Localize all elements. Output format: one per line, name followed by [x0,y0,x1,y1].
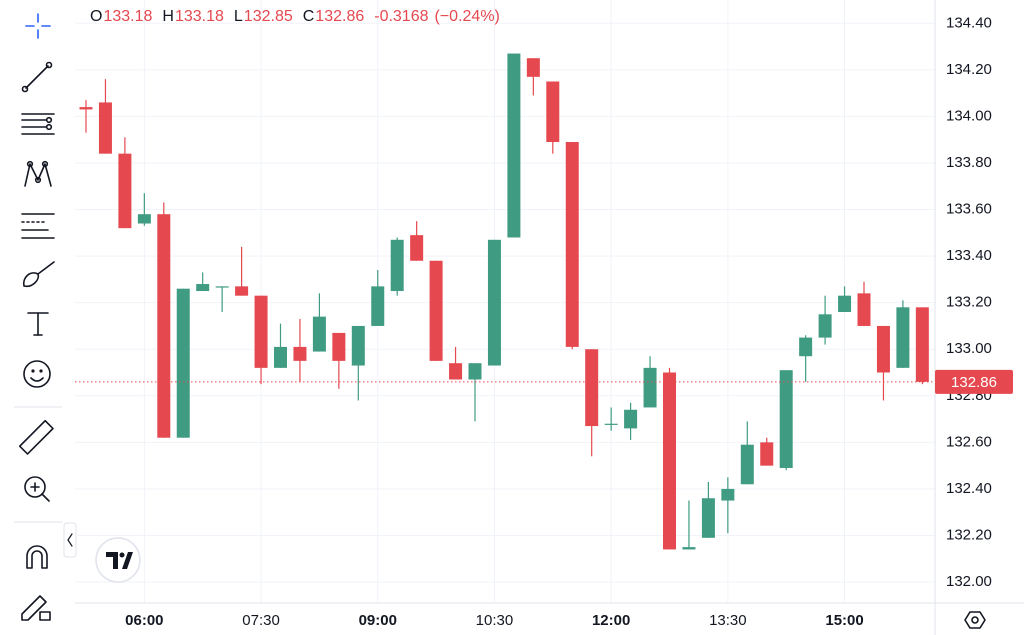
x-tick-label: 12:00 [592,612,630,629]
candle-body [487,239,501,366]
candle-body [701,498,715,538]
candle-body [876,325,890,373]
candle-body [604,423,618,425]
candle-body [118,153,132,229]
grid [75,0,935,603]
candle-body [799,337,813,357]
forecast-tool[interactable] [21,213,55,239]
x-tick-label: 13:30 [709,612,747,629]
candle-body [235,286,249,296]
legend-key: O [90,8,102,25]
magnet-tool[interactable] [26,545,48,569]
y-tick-label: 134.20 [946,61,992,78]
y-tick-label: 133.00 [946,340,992,357]
crosshair-tool[interactable] [25,13,51,39]
candle-body [176,288,190,438]
legend-value: 133.18 [103,8,152,25]
candle-body [98,102,112,154]
candle-body [857,293,871,326]
y-tick-label: 132.40 [946,480,992,497]
last-price-tag [935,369,1013,394]
candle-body [526,58,540,77]
candle-body [196,284,210,292]
legend-value: 132.86 [315,8,364,25]
last-price-label: 132.86 [951,374,997,391]
candle-body [585,349,599,427]
candle-body [137,214,151,224]
candle-body [546,81,560,143]
settings-button[interactable] [964,611,986,629]
candle-body [721,488,735,501]
candle-body [760,442,774,466]
legend-value: 132.85 [244,8,293,25]
candle-body [818,314,832,338]
candle-body [682,547,696,550]
candle-body [624,409,638,429]
candle-body [429,260,443,361]
candle-body [254,295,268,368]
zoom-tool[interactable] [24,476,50,502]
y-tick-label: 133.40 [946,247,992,264]
legend-key: C [303,8,315,25]
candle-body [449,363,463,380]
pattern-tool[interactable] [24,160,52,187]
x-tick-label: 06:00 [125,612,163,629]
candle-body [293,346,307,361]
candle-body [274,346,287,368]
y-tick-label: 133.20 [946,294,992,311]
candle-body [643,367,657,408]
y-tick-label: 133.80 [946,154,992,171]
candle-body [507,53,521,238]
candle-body [371,286,385,326]
toolbar [14,13,62,621]
candle-body [79,107,93,110]
y-tick-label: 132.00 [946,573,992,590]
y-tick-label: 132.20 [946,526,992,543]
legend-value: 133.18 [175,8,224,25]
emoji-tool[interactable] [23,360,51,388]
lock-tool[interactable] [21,595,51,621]
candle-body [332,332,346,361]
candle-body [157,214,171,438]
x-tick-label: 15:00 [825,612,863,629]
legend-change: -0.3168 [374,8,428,25]
y-tick-label: 132.60 [946,433,992,450]
y-tick-label: 134.40 [946,14,992,31]
x-tick-label: 10:30 [476,612,514,629]
candle-body [915,307,929,382]
candle-body [410,235,424,261]
candle-body [779,370,793,468]
logo[interactable] [95,537,141,583]
fib-tool[interactable] [21,113,55,135]
trendline-tool[interactable] [21,61,53,93]
legend: O 133.18 H 133.18 L 132.85 C 132.86 -0.3168 (−0.2… [90,8,500,25]
candle-body [390,239,404,292]
ruler-tool[interactable] [18,419,54,455]
y-tick-label: 133.60 [946,201,992,218]
candle-body [312,316,326,352]
x-tick-label: 07:30 [242,612,280,629]
candle-body [468,363,482,380]
candles [75,53,935,550]
candle-body [565,142,579,347]
candle-body [351,325,365,366]
candle-body [663,372,676,550]
x-tick-label: 09:00 [359,612,397,629]
y-tick-label: 134.00 [946,107,992,124]
legend-key: H [162,8,174,25]
collapse-button[interactable] [63,522,77,558]
legend-key: L [234,8,243,25]
candle-body [740,444,754,485]
legend-change-percent: (−0.24%) [435,8,500,25]
text-tool[interactable] [27,312,49,336]
candle-body [896,307,910,368]
candle-body [215,286,229,288]
candle-body [838,295,852,312]
brush-tool[interactable] [22,261,55,288]
